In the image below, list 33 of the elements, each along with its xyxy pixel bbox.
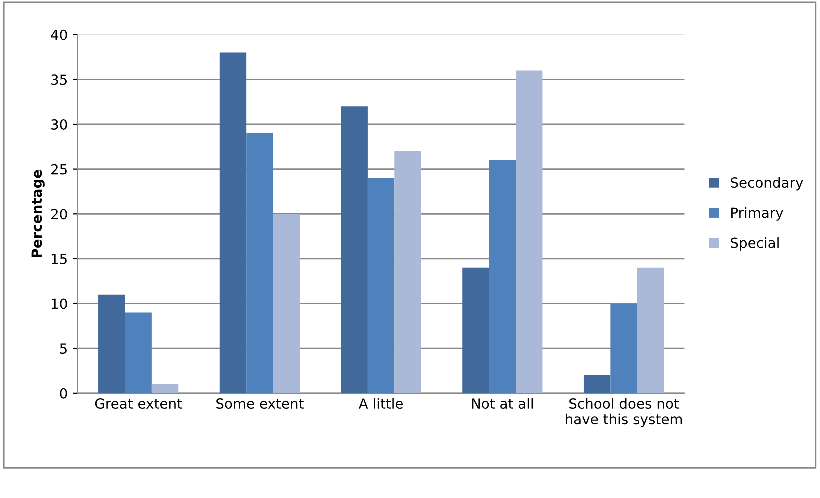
y-axis-title: Percentage bbox=[32, 170, 45, 258]
bar bbox=[516, 70, 543, 394]
y-tick-label: 0 bbox=[60, 388, 68, 399]
bar bbox=[246, 133, 274, 394]
bar bbox=[584, 375, 611, 394]
bar bbox=[152, 384, 179, 394]
legend-label: Secondary bbox=[731, 177, 804, 191]
x-tick-label: School does not have this system bbox=[566, 398, 682, 428]
x-tick-label: A little bbox=[358, 398, 404, 410]
bar bbox=[637, 268, 664, 394]
legend-label: Special bbox=[731, 238, 779, 251]
bar bbox=[125, 312, 152, 394]
bar bbox=[98, 294, 126, 394]
bar bbox=[368, 178, 395, 394]
x-tick-label: Not at all bbox=[472, 398, 534, 410]
y-tick-label: 15 bbox=[52, 254, 67, 264]
bar bbox=[610, 304, 638, 394]
y-tick-label: 35 bbox=[52, 74, 67, 86]
legend-label: Primary bbox=[732, 207, 784, 221]
y-tick-label: 25 bbox=[52, 164, 67, 175]
y-tick-label: 20 bbox=[52, 209, 68, 220]
x-tick-label: Some extent bbox=[216, 398, 304, 410]
bar bbox=[273, 214, 300, 394]
y-tick-label: 10 bbox=[52, 298, 68, 310]
y-tick-label: 30 bbox=[52, 119, 68, 130]
y-tick-label: 5 bbox=[60, 344, 67, 354]
bar bbox=[462, 268, 490, 394]
x-tick-label: Great extent bbox=[95, 398, 182, 410]
bar bbox=[394, 151, 422, 394]
bar bbox=[220, 52, 247, 394]
y-tick-label: 40 bbox=[51, 30, 68, 40]
bar bbox=[341, 106, 368, 394]
bar bbox=[489, 160, 516, 394]
